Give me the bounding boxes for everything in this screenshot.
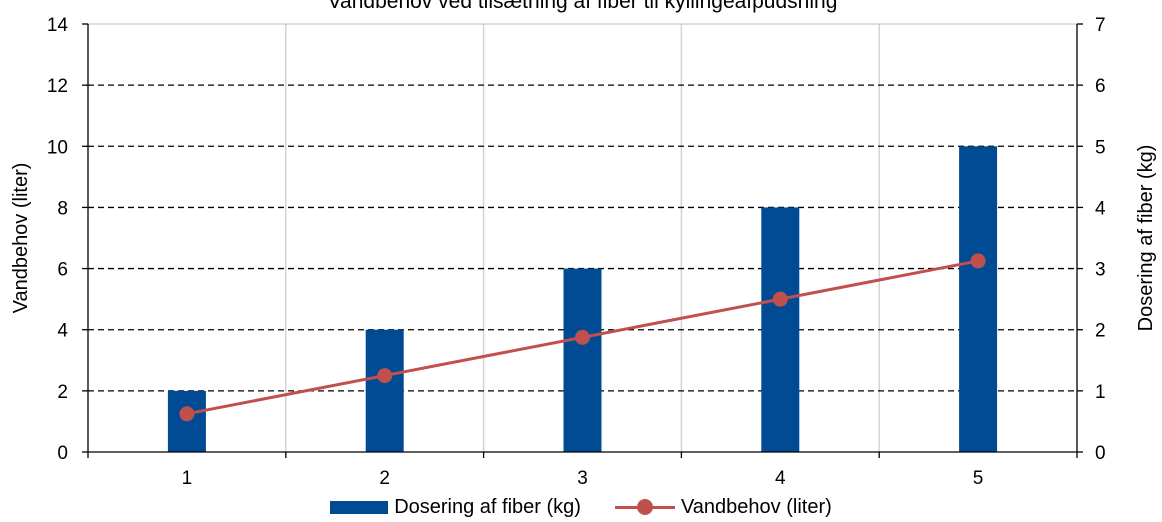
y-left-tick-label: 12 [47, 76, 68, 97]
y-left-tick-label: 4 [57, 321, 68, 342]
y-left-axis-title: Vandbehov (liter) [10, 163, 32, 314]
x-tick-label: 5 [973, 468, 984, 489]
y-left-tick-label: 2 [57, 382, 68, 403]
line-point [575, 329, 590, 345]
chart-title: Vandbehov ved tilsætning af fiber til ky… [328, 0, 838, 13]
x-tick-label: 3 [577, 468, 588, 489]
bar [959, 146, 998, 453]
y-right-tick-label: 3 [1095, 260, 1106, 281]
y-right-tick-label: 1 [1095, 382, 1106, 403]
y-right-tick-label: 2 [1095, 321, 1106, 342]
legend-bar-swatch [330, 500, 389, 514]
y-left-tick-label: 0 [57, 443, 68, 464]
bar [365, 329, 404, 452]
x-tick-label: 4 [775, 468, 786, 489]
y-right-tick-label: 6 [1095, 76, 1106, 97]
line-point [179, 406, 195, 422]
y-right-tick-label: 0 [1095, 443, 1106, 464]
bar [761, 207, 800, 452]
y-right-axis-title: Dosering af fiber (kg) [1135, 145, 1157, 332]
y-left-tick-label: 10 [47, 137, 68, 158]
y-left-tick-label: 6 [57, 260, 68, 281]
x-tick-label: 1 [182, 468, 193, 489]
y-right-tick-label: 4 [1095, 198, 1106, 219]
y-left-tick-label: 8 [57, 198, 68, 219]
legend-line-swatch [614, 499, 675, 515]
bar [563, 268, 602, 452]
y-right-tick-label: 5 [1095, 137, 1106, 158]
x-tick-label: 2 [379, 468, 390, 489]
legend: Dosering af fiber (kg) Vandbehov (liter) [0, 492, 1162, 522]
line-point [377, 368, 393, 384]
bar [167, 390, 206, 452]
line-point [772, 291, 788, 307]
combo-chart: Vandbehov ved tilsætning af fiber til ky… [10, 0, 1157, 489]
legend-bar-label: Dosering af fiber (kg) [394, 495, 581, 518]
y-right-tick-label: 7 [1095, 15, 1106, 36]
line-point [970, 253, 986, 269]
legend-item-line: Vandbehov (liter) [614, 495, 832, 519]
legend-line-label: Vandbehov (liter) [680, 495, 832, 518]
legend-item-bars: Dosering af fiber (kg) [330, 496, 581, 519]
y-left-tick-label: 14 [47, 15, 69, 36]
